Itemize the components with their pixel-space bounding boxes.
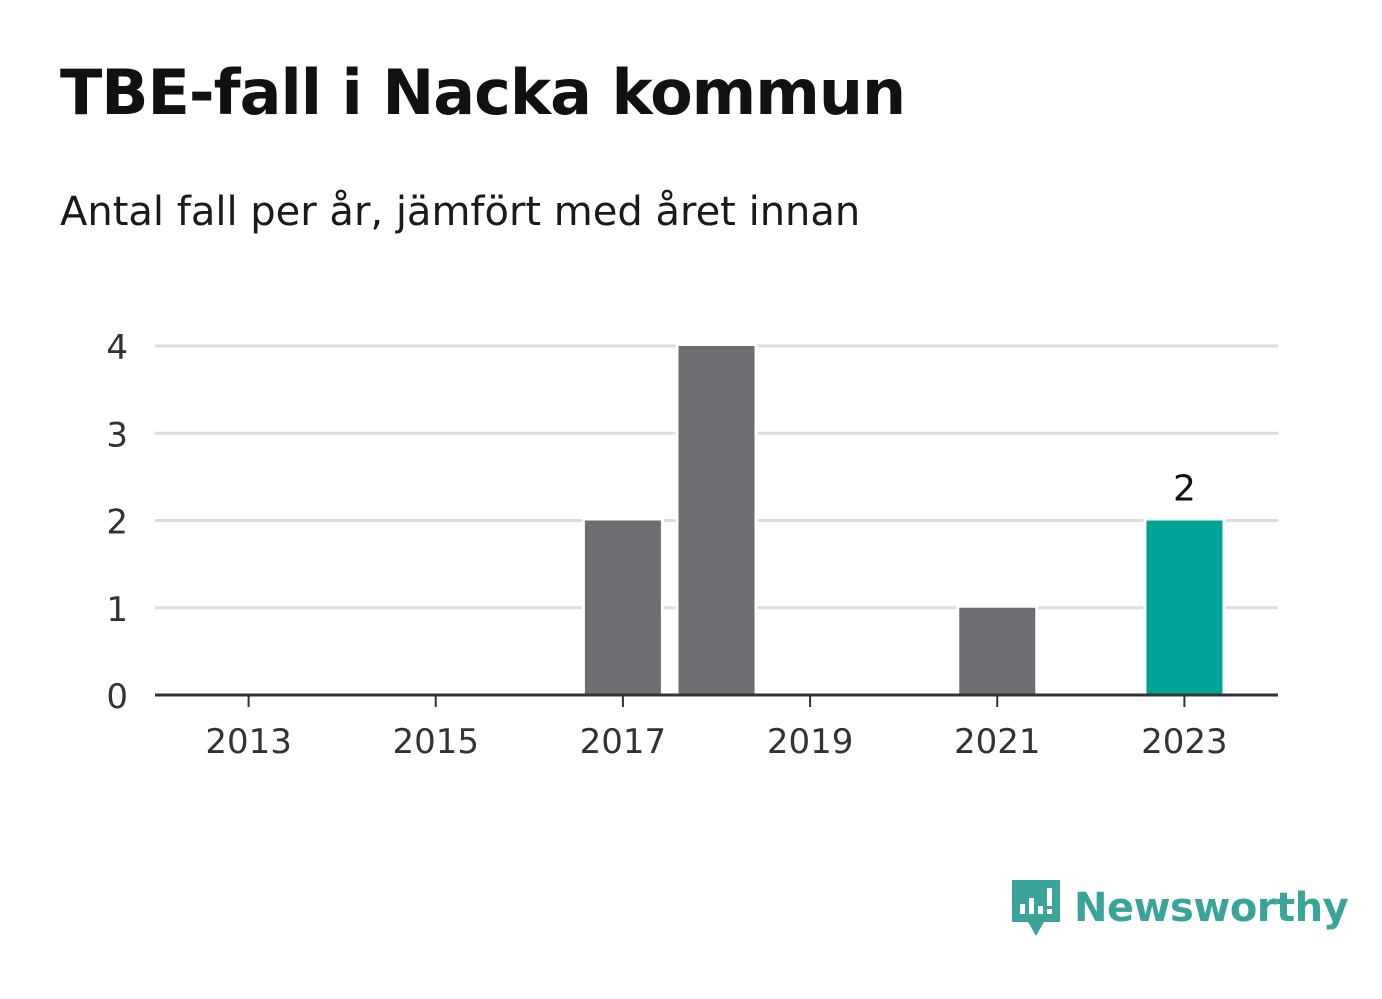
x-tick-label: 2017	[580, 722, 667, 762]
x-tick-label: 2023	[1141, 722, 1228, 762]
y-tick-label: 2	[106, 503, 128, 543]
newsworthy-logo-icon	[1012, 880, 1060, 936]
bar	[959, 607, 1036, 695]
bar	[584, 520, 661, 695]
x-tick-label: 2015	[392, 722, 479, 762]
chart-title: TBE-fall i Nacka kommun	[60, 56, 906, 129]
y-tick-label: 3	[106, 415, 128, 455]
bar	[678, 346, 755, 695]
x-tick-label: 2013	[205, 722, 292, 762]
chart-subtitle: Antal fall per år, jämfört med året inna…	[60, 189, 861, 235]
y-tick-label: 4	[106, 328, 128, 368]
brand-name: Newsworthy	[1074, 885, 1349, 931]
data-label: 2	[1173, 469, 1196, 510]
x-tick-label: 2019	[767, 722, 854, 762]
newsworthy-logo: Newsworthy	[1010, 878, 1349, 938]
y-tick-label: 1	[106, 590, 128, 630]
y-tick-label: 0	[106, 677, 128, 717]
x-tick-label: 2021	[954, 722, 1041, 762]
bar	[1146, 520, 1223, 695]
bar-chart: 0 1 2 3 4 2013 2015 2017 2019 2021 2023 2	[106, 328, 1278, 762]
